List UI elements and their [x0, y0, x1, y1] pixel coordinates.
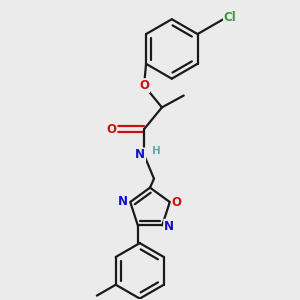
- Text: Cl: Cl: [224, 11, 237, 24]
- Text: O: O: [106, 123, 116, 136]
- Text: O: O: [139, 79, 149, 92]
- Text: O: O: [172, 196, 182, 208]
- Text: N: N: [164, 220, 174, 233]
- Text: H: H: [152, 146, 160, 156]
- Text: N: N: [118, 194, 128, 208]
- Text: N: N: [135, 148, 145, 161]
